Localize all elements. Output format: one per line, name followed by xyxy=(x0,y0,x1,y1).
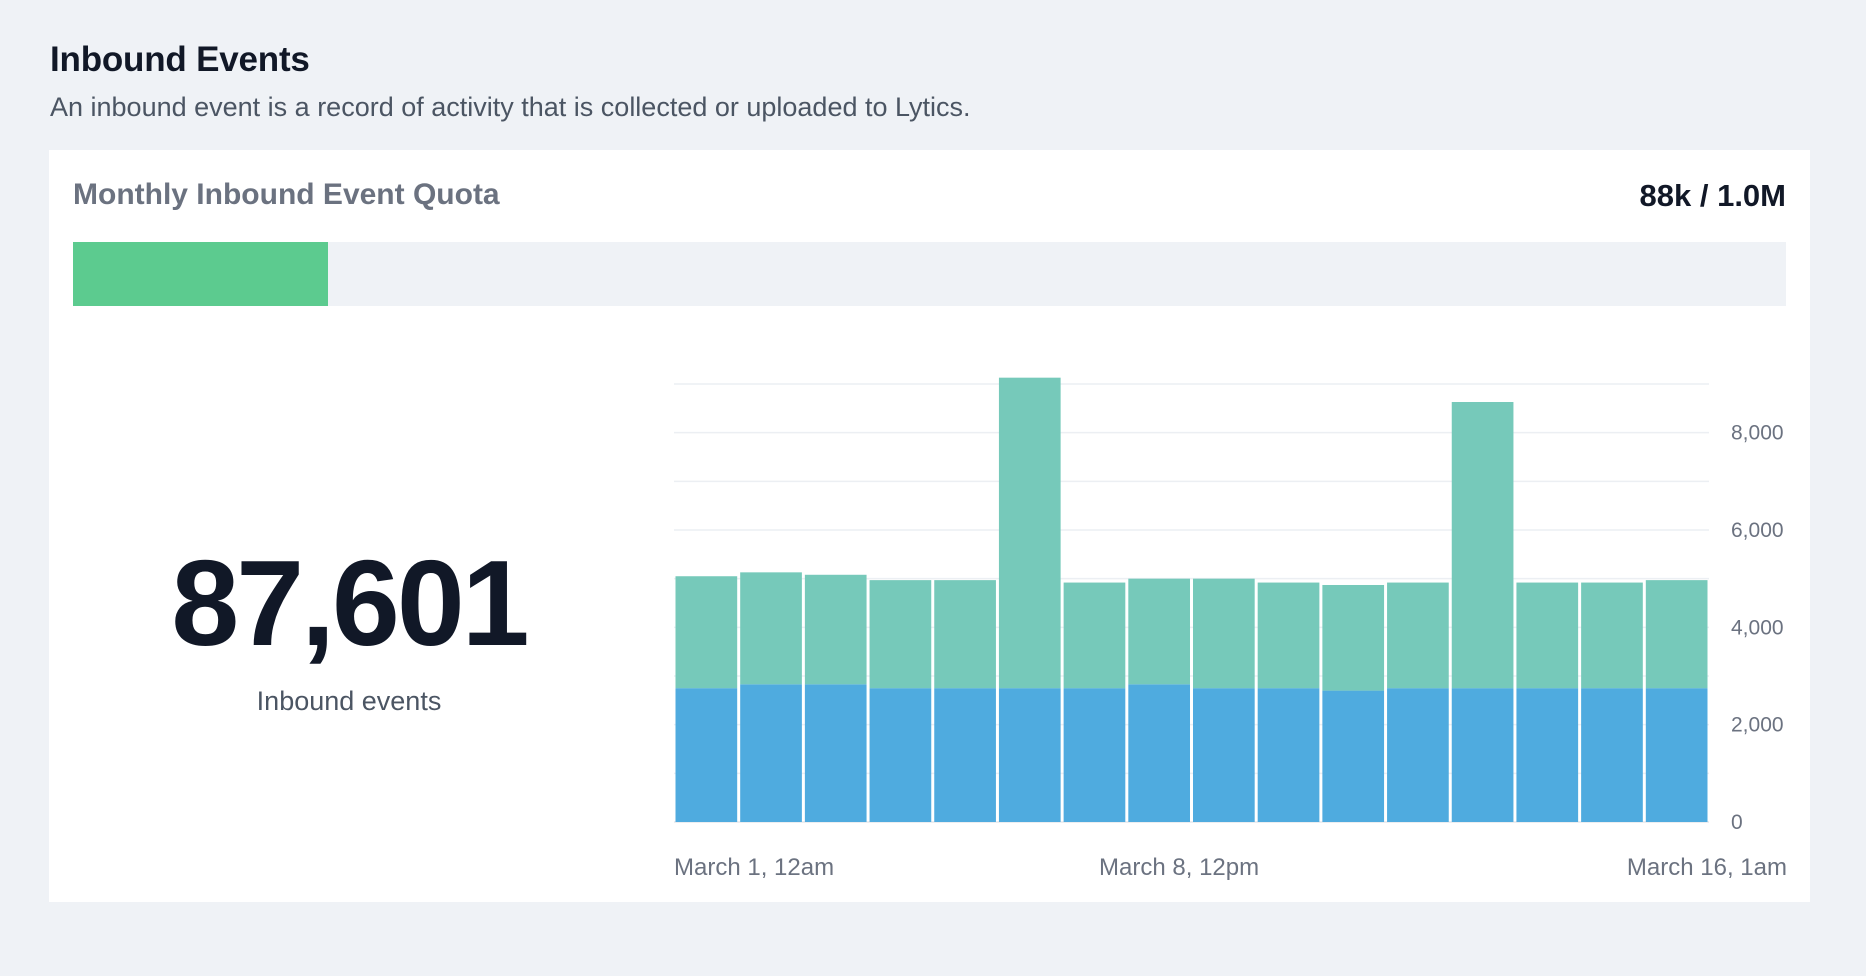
page-title: Inbound Events xyxy=(50,40,310,79)
y-tick-label: 0 xyxy=(1731,811,1743,834)
chart-bar-series1-16 xyxy=(1645,688,1708,822)
chart-bar-series2-15 xyxy=(1581,582,1643,689)
chart-bar-series1-11 xyxy=(1322,690,1385,822)
x-axis-label: March 8, 12pm xyxy=(1099,854,1259,881)
inbound-events-total: 87,601 xyxy=(171,535,529,671)
chart-bar-series2-16 xyxy=(1645,580,1708,689)
chart-bar-series2-4 xyxy=(869,580,932,689)
chart-bar-series2-5 xyxy=(934,580,996,689)
chart-bar-series2-1 xyxy=(675,576,738,689)
chart-bar-series1-7 xyxy=(1063,688,1126,822)
chart-bar-series2-13 xyxy=(1451,402,1514,689)
y-tick-label: 8,000 xyxy=(1731,422,1784,445)
chart-bar-series2-12 xyxy=(1387,582,1449,689)
y-tick-label: 4,000 xyxy=(1731,616,1784,639)
chart-bar-series2-14 xyxy=(1516,582,1579,689)
page-subtitle: An inbound event is a record of activity… xyxy=(50,92,971,122)
chart-bar-series1-14 xyxy=(1516,688,1579,822)
chart-bar-series1-9 xyxy=(1193,688,1255,822)
chart-bar-series1-12 xyxy=(1387,688,1449,822)
chart-bar-series2-9 xyxy=(1193,578,1255,689)
chart-bar-series2-7 xyxy=(1063,582,1126,689)
chart-bar-series1-2 xyxy=(740,684,802,822)
chart-bar-series1-3 xyxy=(804,684,867,822)
quota-card: Monthly Inbound Event Quota 88k / 1.0M 8… xyxy=(49,150,1810,902)
inbound-events-chart: 0 2,000 4,000 6,000 8,000 March 1, 12am March … xyxy=(674,377,1787,881)
chart-bar-series2-6 xyxy=(998,377,1061,689)
quota-usage-value: 88k / 1.0M xyxy=(1639,178,1786,213)
quota-progress-fill xyxy=(73,242,329,306)
chart-bar-series1-15 xyxy=(1581,688,1643,822)
chart-bar-series1-8 xyxy=(1128,684,1190,822)
x-axis-label: March 1, 12am xyxy=(674,854,834,881)
x-axis-label: March 16, 1am xyxy=(1627,854,1787,881)
chart-bar-series1-5 xyxy=(934,688,996,822)
chart-bar-series1-6 xyxy=(998,688,1061,822)
inbound-events-label: Inbound events xyxy=(256,686,442,716)
chart-bar-series1-10 xyxy=(1257,688,1320,822)
chart-bar-series1-1 xyxy=(675,688,738,822)
chart-bar-series1-4 xyxy=(869,688,932,822)
y-tick-label: 6,000 xyxy=(1731,519,1784,542)
chart-bar-series1-13 xyxy=(1451,688,1514,822)
chart-bar-series2-2 xyxy=(740,572,802,685)
quota-progress-bar xyxy=(73,242,1786,306)
chart-bar-series2-10 xyxy=(1257,582,1320,689)
chart-bar-series2-11 xyxy=(1322,584,1385,691)
chart-bar-series2-8 xyxy=(1128,578,1190,685)
y-tick-label: 2,000 xyxy=(1731,714,1784,737)
chart-bar-series2-3 xyxy=(804,574,867,685)
quota-title: Monthly Inbound Event Quota xyxy=(73,178,500,211)
